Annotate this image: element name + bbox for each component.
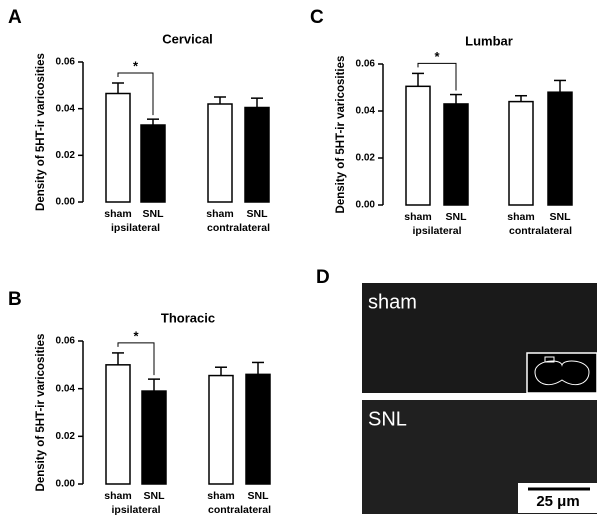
x-tick-label: SNL bbox=[143, 208, 165, 220]
significance-label: * bbox=[133, 328, 139, 343]
chart-title: Cervical bbox=[162, 31, 213, 46]
y-tick-label: 0.02 bbox=[56, 150, 76, 161]
bar bbox=[140, 124, 166, 203]
y-tick-label: 0.00 bbox=[56, 197, 76, 208]
y-tick-label: 0.04 bbox=[56, 383, 76, 394]
group-label: ipsilateral bbox=[111, 504, 160, 516]
chart-title: Lumbar bbox=[465, 33, 513, 48]
bar bbox=[208, 374, 234, 485]
group-label: contralateral bbox=[207, 222, 270, 234]
y-axis-label: Density of 5HT-ir varicosities bbox=[35, 334, 47, 492]
x-tick-label: sham bbox=[507, 211, 534, 223]
bar bbox=[105, 364, 131, 485]
x-tick-label: sham bbox=[207, 490, 234, 502]
bar bbox=[547, 91, 573, 206]
bar bbox=[244, 106, 270, 203]
y-axis-label: Density of 5HT-ir varicosities bbox=[335, 56, 347, 214]
y-tick-label: 0.06 bbox=[56, 336, 76, 347]
bar bbox=[443, 103, 469, 206]
bar bbox=[141, 390, 167, 485]
y-axis-label: Density of 5HT-ir varicosities bbox=[35, 53, 47, 211]
x-tick-label: SNL bbox=[446, 211, 468, 223]
chart-title: Thoracic bbox=[161, 310, 215, 325]
image-label: sham bbox=[368, 291, 417, 313]
bar bbox=[405, 85, 431, 206]
bar bbox=[105, 92, 131, 203]
group-label: ipsilateral bbox=[111, 222, 160, 234]
panel-letter: D bbox=[316, 267, 330, 288]
image-label: SNL bbox=[368, 408, 407, 430]
y-tick-label: 0.06 bbox=[56, 57, 76, 68]
y-tick-label: 0.00 bbox=[56, 479, 76, 490]
significance-bracket bbox=[417, 62, 457, 91]
bar bbox=[207, 103, 233, 203]
x-tick-label: SNL bbox=[550, 211, 572, 223]
micrograph-bottom: SNL 25 μm bbox=[362, 400, 597, 514]
significance-label: * bbox=[434, 49, 440, 64]
x-tick-label: sham bbox=[104, 208, 131, 220]
x-tick-label: SNL bbox=[248, 490, 270, 502]
significance-bracket bbox=[117, 72, 154, 116]
inset bbox=[526, 352, 598, 394]
significance-label: * bbox=[133, 58, 139, 73]
y-tick-label: 0.06 bbox=[356, 59, 376, 70]
group-label: ipsilateral bbox=[412, 225, 461, 237]
micrograph-top: sham bbox=[362, 283, 598, 394]
x-tick-label: sham bbox=[104, 490, 131, 502]
x-tick-label: SNL bbox=[144, 490, 166, 502]
y-tick-label: 0.02 bbox=[356, 153, 376, 164]
bar bbox=[508, 100, 534, 206]
inset-outline bbox=[534, 360, 590, 386]
scale-label: 25 μm bbox=[536, 493, 579, 510]
x-tick-label: SNL bbox=[247, 208, 269, 220]
group-label: contralateral bbox=[509, 225, 572, 237]
x-tick-label: sham bbox=[206, 208, 233, 220]
y-tick-label: 0.02 bbox=[56, 431, 76, 442]
panel-letter: A bbox=[8, 7, 22, 28]
x-tick-label: sham bbox=[404, 211, 431, 223]
y-tick-label: 0.04 bbox=[356, 106, 376, 117]
panel-letter: C bbox=[310, 7, 324, 28]
panel-letter: B bbox=[8, 289, 22, 310]
y-tick-label: 0.00 bbox=[356, 200, 376, 211]
inset-box bbox=[544, 356, 555, 363]
bar bbox=[245, 373, 271, 485]
group-label: contralateral bbox=[208, 504, 271, 516]
significance-bracket bbox=[117, 342, 155, 376]
y-tick-label: 0.04 bbox=[56, 103, 76, 114]
